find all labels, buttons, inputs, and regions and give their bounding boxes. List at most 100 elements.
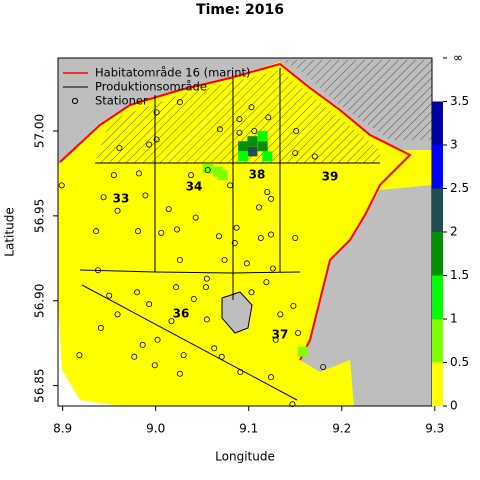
colorbar-tick-label: 3 <box>450 138 458 152</box>
legend-symbol <box>71 97 79 105</box>
station <box>255 204 262 211</box>
x-tick-label: 8.9 <box>53 422 72 436</box>
colorbar-tick-label: 2 <box>450 225 458 239</box>
colorbar-tick-label: ∞ <box>453 51 463 65</box>
station <box>203 275 210 282</box>
station <box>248 104 255 111</box>
station <box>289 401 296 408</box>
station <box>204 167 211 174</box>
station <box>215 233 222 240</box>
station <box>277 311 284 318</box>
station <box>236 116 243 123</box>
y-axis-label: Latitude <box>3 207 17 256</box>
station <box>202 284 209 291</box>
x-tick-label: 9.0 <box>146 422 165 436</box>
station <box>176 370 183 377</box>
station <box>233 224 240 231</box>
area-label: 34 <box>186 180 203 194</box>
station <box>265 114 272 121</box>
colorbar-tick-label: 1 <box>450 312 458 326</box>
station <box>97 324 104 331</box>
cell <box>257 141 268 152</box>
station <box>153 109 160 116</box>
legend-label: Stationer <box>95 94 148 108</box>
station <box>216 126 223 133</box>
colorbar-segment <box>432 319 443 363</box>
chart-title: Time: 2016 <box>196 2 284 18</box>
x-tick-label: 9.2 <box>332 422 351 436</box>
station <box>263 279 270 286</box>
station <box>114 207 121 214</box>
cell <box>202 163 213 174</box>
colorbar-tick-label: 3.5 <box>450 94 469 108</box>
colorbar-segment <box>432 145 443 189</box>
legend-label: Produktionsområde <box>95 80 207 94</box>
station <box>268 231 275 238</box>
colorbar-tick-label: 2.5 <box>450 181 469 195</box>
station <box>268 374 275 381</box>
station <box>176 99 183 106</box>
station <box>292 150 299 157</box>
station <box>100 194 107 201</box>
station <box>116 144 123 151</box>
station <box>76 352 83 359</box>
island <box>221 291 253 334</box>
x-tick-label: 9.1 <box>239 422 258 436</box>
station <box>110 172 117 179</box>
station <box>134 289 141 296</box>
area-label: 39 <box>322 170 339 184</box>
station <box>231 240 238 247</box>
legend-label: Habitatområde 16 (marint) <box>95 66 251 80</box>
station <box>146 141 153 148</box>
cell <box>247 146 258 157</box>
station <box>311 153 318 160</box>
cell <box>238 151 249 162</box>
station <box>153 136 160 143</box>
station <box>173 284 180 291</box>
colorbar-segment <box>432 232 443 276</box>
station <box>211 345 218 352</box>
station <box>93 228 100 235</box>
cell <box>297 346 308 357</box>
station <box>180 352 187 359</box>
station <box>114 311 121 318</box>
colorbar-segment <box>432 101 443 145</box>
station <box>236 129 243 136</box>
cell <box>262 151 273 162</box>
colorbar-segment <box>432 275 443 319</box>
station <box>243 260 250 267</box>
station <box>295 330 302 337</box>
station <box>58 182 65 189</box>
x-axis-label: Longitude <box>215 450 275 464</box>
cell <box>257 131 268 142</box>
station <box>192 214 199 221</box>
station <box>293 127 300 134</box>
station <box>320 363 327 370</box>
station <box>135 170 142 177</box>
production-area-hatch <box>95 70 380 163</box>
map-layer <box>58 58 432 406</box>
cell <box>238 141 249 152</box>
x-tick-label: 9.3 <box>425 422 444 436</box>
station <box>158 229 165 236</box>
station <box>176 257 183 264</box>
habitat-outline <box>59 62 412 361</box>
colorbar-segment <box>432 362 443 406</box>
station <box>95 267 102 274</box>
station <box>269 265 276 272</box>
hatched-land <box>280 60 432 140</box>
station <box>248 289 255 296</box>
station <box>292 234 299 241</box>
station <box>190 296 197 303</box>
station <box>237 369 244 376</box>
cell <box>217 170 228 181</box>
area-label: 38 <box>249 168 266 182</box>
station <box>257 234 264 241</box>
station <box>168 318 175 325</box>
colorbar-tick-label: 0.5 <box>450 355 469 369</box>
white-land <box>58 300 120 406</box>
colorbar-segment <box>432 188 443 232</box>
station <box>218 353 225 360</box>
station <box>264 189 271 196</box>
